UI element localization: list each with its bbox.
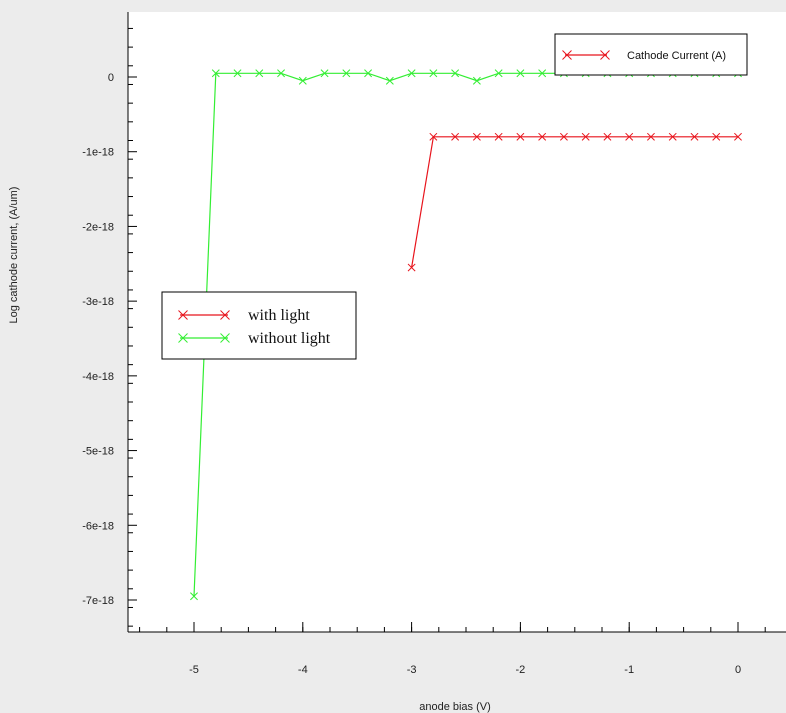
- data-point: [429, 69, 438, 78]
- data-point: [342, 69, 351, 78]
- series-line: [411, 136, 738, 268]
- y-tick-label: -4e-18: [82, 371, 114, 383]
- data-point: [298, 76, 307, 85]
- data-point: [451, 69, 460, 78]
- data-point: [494, 132, 503, 141]
- data-point: [734, 132, 742, 141]
- x-tick-label: -2: [516, 664, 526, 676]
- x-tick-label: -1: [624, 664, 634, 676]
- x-tick-label: -4: [298, 664, 308, 676]
- legend-marker: [178, 333, 188, 343]
- legend-label: with light: [248, 307, 310, 324]
- data-point: [516, 69, 525, 78]
- data-point: [451, 132, 460, 141]
- data-point: [407, 69, 416, 78]
- data-point: [538, 132, 547, 141]
- data-point: [516, 132, 525, 141]
- y-axis-title: Log cathode current, (A/um): [8, 187, 20, 324]
- legend-marker: [220, 333, 230, 343]
- y-tick-label: -7e-18: [82, 595, 114, 607]
- y-tick-label: 0: [108, 72, 114, 84]
- legend-label: without light: [248, 330, 331, 347]
- data-point: [429, 132, 438, 141]
- y-tick-label: -5e-18: [82, 446, 114, 458]
- data-point: [603, 132, 612, 141]
- data-point: [407, 263, 416, 272]
- y-tick-label: -2e-18: [82, 221, 114, 233]
- data-point: [559, 132, 568, 141]
- y-axis: 0 -1e-18 -2e-18 -3e-18 -4e-18 -5e-18 -6e-18 -7e…: [82, 12, 137, 632]
- data-point: [364, 69, 373, 78]
- data-point: [385, 76, 394, 85]
- y-tick-label: -3e-18: [82, 296, 114, 308]
- data-point: [690, 132, 699, 141]
- y-tick-label: -1e-18: [82, 147, 114, 159]
- x-tick-label: -3: [407, 664, 417, 676]
- series-with-light: [407, 132, 742, 272]
- data-point: [494, 69, 503, 78]
- legend-box: [161, 291, 357, 360]
- x-tick-label: -5: [189, 664, 199, 676]
- legend-marker: [178, 310, 188, 320]
- legend-top-right: Cathode Current (A): [554, 33, 748, 76]
- y-tick-label: -6e-18: [82, 520, 114, 532]
- legend-label: Cathode Current (A): [627, 50, 726, 62]
- x-axis: -5 -4 -3 -2 -1 0: [128, 622, 786, 676]
- x-tick-label: 0: [735, 664, 741, 676]
- data-point: [472, 132, 481, 141]
- data-point: [668, 132, 677, 141]
- data-point: [190, 592, 198, 601]
- data-point: [647, 132, 655, 141]
- legend-marker: [220, 310, 230, 320]
- data-point: [255, 69, 264, 78]
- data-point: [472, 76, 481, 85]
- data-point: [233, 69, 242, 78]
- legend-center-left: with light without light: [161, 291, 357, 360]
- data-point: [712, 132, 721, 141]
- data-point: [538, 69, 547, 78]
- data-point: [320, 69, 329, 78]
- legend-marker: [562, 50, 572, 60]
- data-point: [625, 132, 634, 141]
- data-point: [277, 69, 285, 78]
- x-axis-title: anode bias (V): [419, 701, 491, 713]
- legend-marker: [600, 50, 610, 60]
- data-point: [211, 69, 220, 78]
- legend-layer: Cathode Current (A) with light without lig…: [161, 33, 748, 360]
- data-point: [581, 132, 590, 141]
